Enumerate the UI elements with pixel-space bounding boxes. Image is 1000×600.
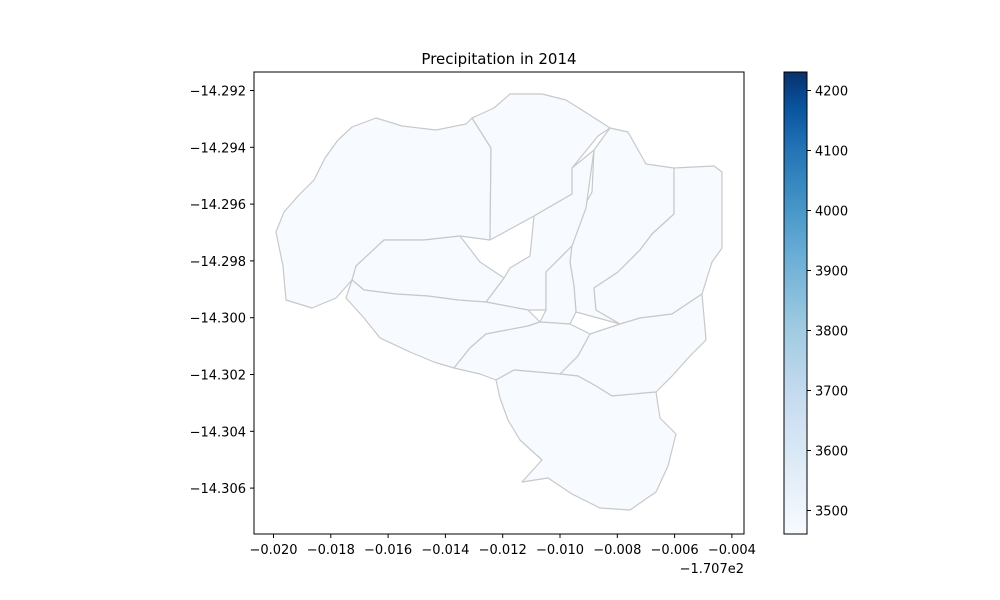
y-tick-label: −14.294 (190, 141, 246, 156)
colorbar-tick-label: 3700 (815, 385, 848, 400)
x-tick-label: −0.016 (364, 543, 412, 558)
colorbar (783, 71, 808, 535)
colorbar-tick-label: 3900 (815, 265, 848, 280)
x-tick-label: −0.018 (307, 543, 355, 558)
x-axis: −0.020 −0.018 −0.016 −0.014 −0.012 −0.010 −0.0… (249, 534, 756, 558)
y-axis: −14.292 −14.294 −14.296 −14.298 −14.300 −14.3… (190, 85, 254, 497)
y-tick-label: −14.296 (190, 198, 246, 213)
colorbar-tick-label: 4200 (815, 85, 848, 100)
colorbar-tick-label: 3500 (815, 505, 848, 520)
y-tick-label: −14.298 (190, 255, 246, 270)
colorbar-ticks: 3500 3600 3700 3800 3900 4000 4100 4200 (807, 85, 848, 520)
x-tick-label: −0.008 (593, 543, 641, 558)
y-tick-label: −14.306 (190, 482, 246, 497)
colorbar-tick-label: 3600 (815, 445, 848, 460)
x-tick-label: −0.006 (651, 543, 699, 558)
x-tick-label: −0.004 (708, 543, 756, 558)
watershed-map (275, 93, 723, 511)
x-axis-offset-label: −1.707e2 (680, 562, 744, 577)
chart-title: Precipitation in 2014 (421, 50, 576, 68)
map-region-north (471, 93, 611, 241)
y-tick-label: −14.304 (190, 425, 246, 440)
map-region-south (495, 369, 677, 511)
colorbar-tick-label: 4000 (815, 205, 848, 220)
x-tick-label: −0.012 (479, 543, 527, 558)
y-tick-label: −14.300 (190, 312, 246, 327)
y-tick-label: −14.292 (190, 85, 246, 100)
x-tick-label: −0.014 (421, 543, 469, 558)
x-tick-label: −0.020 (249, 543, 297, 558)
axes-frame (253, 71, 745, 535)
x-tick-label: −0.010 (536, 543, 584, 558)
colorbar-tick-label: 4100 (815, 145, 848, 160)
y-tick-label: −14.302 (190, 369, 246, 384)
map-region-central-north (485, 149, 595, 311)
colorbar-tick-label: 3800 (815, 325, 848, 340)
